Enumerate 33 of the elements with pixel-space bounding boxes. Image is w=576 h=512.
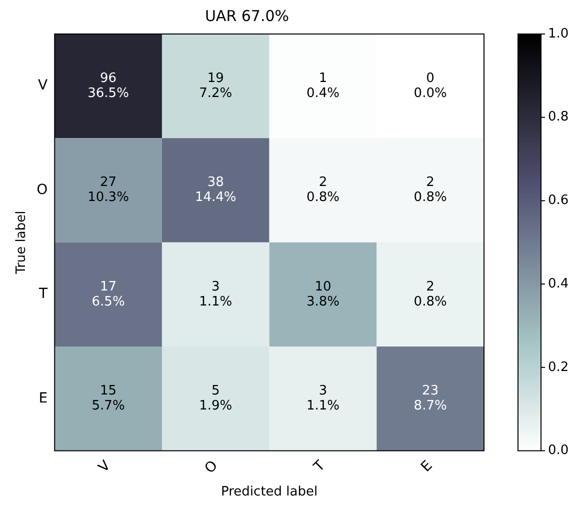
data-label: 38 14.4%: [194, 175, 236, 206]
chart-title: UAR 67.0%: [204, 6, 290, 25]
y-tick-label: V: [38, 78, 48, 94]
x-tick-label: T: [310, 457, 329, 476]
data-label: 15 5.7%: [92, 384, 125, 414]
data-label: 23 8.7%: [414, 384, 447, 414]
data-label: 2 0.8%: [414, 279, 447, 310]
data-label: 1 0.4%: [306, 70, 340, 101]
color-bar-label: 0.8: [548, 110, 569, 125]
x-axis-title: Predicted label: [221, 484, 318, 500]
color-bar-label: 0.0: [548, 443, 569, 458]
y-tick-label: E: [38, 390, 48, 406]
data-label: 3 1.1%: [199, 279, 232, 310]
data-label: 27 10.3%: [88, 175, 129, 206]
data-label: 19 7.2%: [199, 70, 232, 101]
y-axis-title: True label: [14, 210, 30, 275]
data-label: 5 1.9%: [199, 384, 232, 414]
color-bar-label: 0.4: [548, 276, 569, 292]
y-tick-label: T: [38, 286, 48, 302]
data-label: 10 3.8%: [306, 279, 340, 310]
data-label: 17 6.5%: [92, 279, 125, 310]
x-tick-label: O: [202, 458, 222, 477]
data-label: 2 0.8%: [306, 175, 340, 206]
x-tick-label: V: [96, 457, 114, 476]
color-bar-label: 0.2: [548, 360, 569, 375]
y-tick-label: O: [36, 182, 48, 198]
x-tick-label: E: [418, 458, 436, 476]
data-label: 0 0.0%: [414, 70, 447, 101]
color-bar-label: 0.6: [548, 193, 569, 208]
data-label: 3 1.1%: [306, 384, 340, 414]
data-label: 2 0.8%: [414, 175, 447, 206]
color-bar-label: 1.0: [548, 26, 569, 42]
data-label: 96 36.5%: [88, 70, 129, 101]
